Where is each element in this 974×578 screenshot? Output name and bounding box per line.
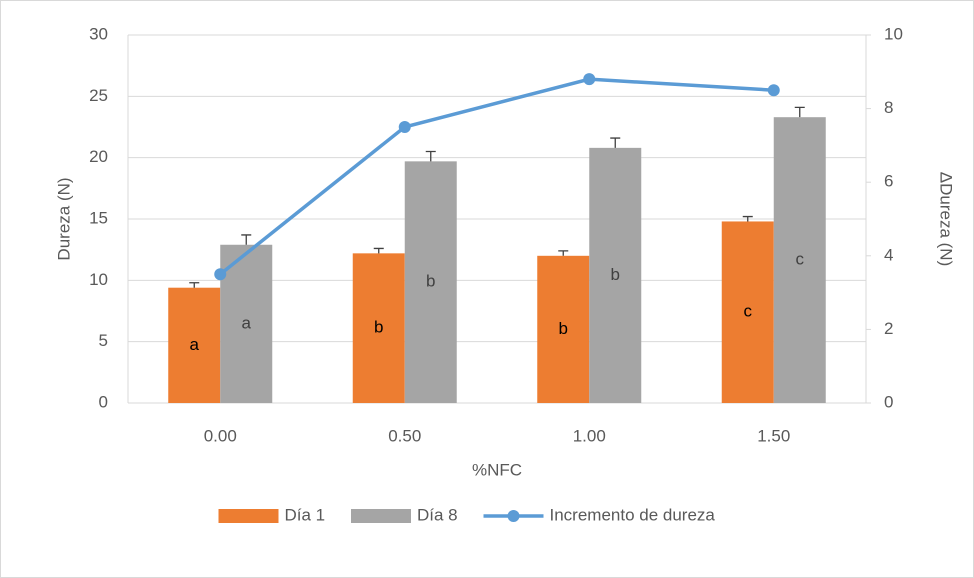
y2-axis-label: ΔDureza (N) [937,172,956,266]
y2-tick-label: 10 [884,24,903,43]
error-bar [241,234,252,245]
bar [537,255,590,403]
y-tick-label: 5 [99,331,108,350]
bar [773,117,826,403]
x-axis-label: %NFC [472,460,522,479]
bar [168,287,221,403]
bar-annotation: b [611,265,620,284]
error-bar [373,247,384,254]
y-tick-label: 20 [89,147,108,166]
x-tick-label: 1.50 [757,426,790,445]
bar-annotation: c [744,302,753,321]
bar [589,147,642,403]
legend-label: Incremento de dureza [550,505,716,524]
bar [352,253,405,403]
legend-swatch [218,509,279,523]
bar [721,221,774,403]
error-bar [610,137,621,148]
error-bar [425,150,436,162]
bar-annotation: b [559,319,568,338]
legend-swatch [351,509,411,523]
error-bar [558,250,569,256]
y2-tick-label: 0 [884,392,893,411]
legend-label: Día 8 [417,505,458,524]
line [219,77,774,276]
y-tick-label: 30 [89,24,108,43]
error-bar [742,215,753,222]
error-bar [794,106,805,118]
bar-annotation: a [242,313,252,332]
y2-tick-label: 6 [884,172,893,191]
line-marker [398,121,411,133]
y2-tick-label: 2 [884,319,893,338]
bar-annotation: b [374,318,383,337]
bar [404,161,457,403]
x-tick-label: 0.50 [388,426,421,445]
bar-annotation: a [190,335,200,354]
y2-tick-label: 8 [884,98,893,117]
y2-tick-label: 4 [884,245,893,264]
y-tick-label: 0 [99,392,108,411]
legend-label: Día 1 [285,505,326,524]
x-tick-label: 1.00 [573,426,606,445]
error-bar [189,282,200,288]
line-marker [214,268,227,281]
legend-marker [507,510,520,522]
line-marker [583,73,596,86]
line-marker [767,84,780,97]
y-tick-label: 15 [89,208,108,227]
bar-annotation: b [426,272,435,291]
y-tick-label: 25 [89,86,108,105]
y-tick-label: 10 [89,270,108,289]
bar-annotation: c [796,250,805,269]
y-axis-label: Dureza (N) [54,177,73,260]
x-tick-label: 0.00 [204,426,237,445]
bar [220,244,273,403]
